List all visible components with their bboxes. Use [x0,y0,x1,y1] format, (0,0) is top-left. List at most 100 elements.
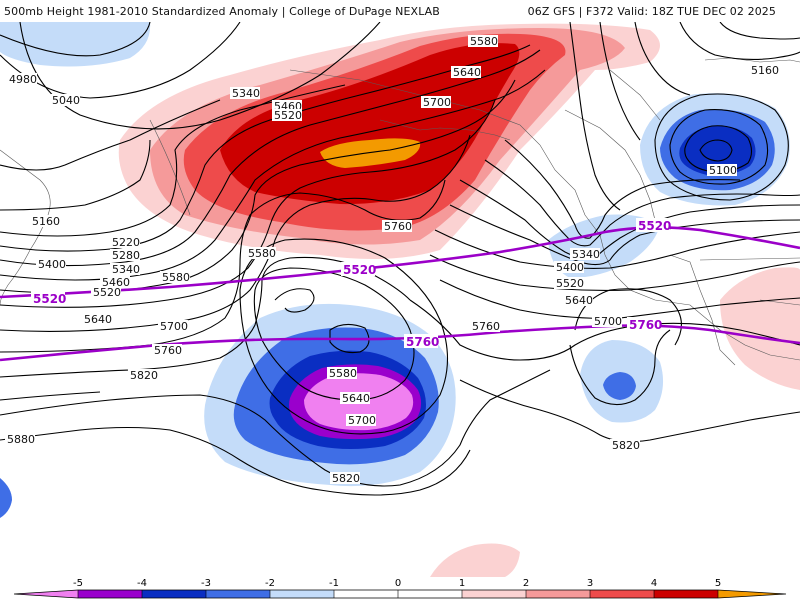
colorbar-tick-label: -1 [329,578,339,589]
svg-text:5640: 5640 [565,294,593,307]
contour-label: 5520 [91,286,121,299]
svg-text:5820: 5820 [612,439,640,452]
contour-label: 5640 [451,66,481,79]
climo-label: 5520 [636,218,671,233]
svg-text:5100: 5100 [709,164,737,177]
climo-label: 5520 [31,291,66,306]
contour-label: 5640 [563,294,593,307]
contour-label: 5700 [421,96,451,109]
climo-label: 5520 [341,262,376,277]
contour-label: 5580 [327,367,357,380]
anomaly-shading [0,22,800,577]
anomaly-negative-central-2 [603,372,636,400]
svg-text:5700: 5700 [348,414,376,427]
contour-label: 5760 [382,220,412,233]
contour-label: 5520 [554,277,584,290]
anomaly-negative-west-edge [0,478,12,518]
swatch-neg1 [270,590,334,598]
swatch-pos3 [590,590,654,598]
anomaly-map: 4980 5040 5160 5220 5280 5340 5400 5460 … [0,22,800,577]
svg-text:5760: 5760 [406,335,439,349]
anomaly-negative-ne-3 [679,125,756,176]
svg-text:5580: 5580 [470,35,498,48]
swatch-neg3 [142,590,206,598]
colorbar-tick-label: -3 [201,578,211,589]
contour-label: 5760 [470,320,500,333]
svg-text:5820: 5820 [332,472,360,485]
svg-text:5520: 5520 [343,263,376,277]
svg-text:5700: 5700 [423,96,451,109]
contour-labels: 4980 5040 5160 5220 5280 5340 5400 5460 … [5,35,779,485]
svg-text:5580: 5580 [162,271,190,284]
swatch-pos4 [654,590,718,598]
svg-text:5580: 5580 [329,367,357,380]
contour-label: 5580 [246,247,276,260]
colorbar-swatches [13,589,787,599]
svg-text:5340: 5340 [112,263,140,276]
contour-label: 5460 [100,276,130,289]
model-run-info: 06Z GFS | F372 Valid: 18Z TUE DEC 02 202… [527,5,776,18]
swatch-pos5 [718,590,786,598]
colorbar-tick-label: -5 [73,578,83,589]
svg-text:4980: 4980 [9,73,37,86]
svg-text:5520: 5520 [93,286,121,299]
colorbar-tick-label: 1 [459,578,465,589]
contour-label: 5760 [152,344,182,357]
contour-label: 5880 [5,433,35,446]
contour-label: 5700 [346,414,376,427]
svg-text:5640: 5640 [342,392,370,405]
contour-label: 5580 [468,35,498,48]
svg-text:5160: 5160 [751,64,779,77]
swatch-neg5 [14,590,78,598]
contour-label: 5700 [158,320,188,333]
svg-text:5760: 5760 [629,318,662,332]
svg-text:5220: 5220 [112,236,140,249]
contour-label: 5580 [160,271,190,284]
colorbar-tick-label: 5 [715,578,721,589]
contour-label: 5640 [340,392,370,405]
svg-text:5160: 5160 [32,215,60,228]
svg-text:5700: 5700 [594,315,622,328]
colorbar-tick-label: 4 [651,578,657,589]
svg-text:5040: 5040 [52,94,80,107]
anomaly-negative-nw [0,22,151,67]
colorbar-tick-label: 2 [523,578,529,589]
svg-text:5580: 5580 [248,247,276,260]
swatch-pos2 [526,590,590,598]
contour-label: 5160 [30,215,60,228]
contour-label: 5820 [330,472,360,485]
svg-text:5520: 5520 [33,292,66,306]
svg-text:5520: 5520 [556,277,584,290]
anomaly-positive-ridge-5 [320,138,421,168]
contour-label: 5160 [749,64,779,77]
contour-label: 5520 [272,109,302,122]
anomaly-positive-ridge-4 [220,43,520,205]
contour-label: 5100 [707,164,737,177]
anomaly-positive-se [720,267,800,390]
svg-text:5400: 5400 [556,261,584,274]
contour-label: 5340 [230,87,260,100]
contour-label: 5640 [82,313,112,326]
product-title: 500mb Height 1981-2010 Standardized Anom… [4,5,440,18]
contour-label: 5340 [570,248,600,261]
contour-label: 5820 [610,439,640,452]
swatch-neg4 [78,590,142,598]
swatch-pos1 [462,590,526,598]
svg-text:5640: 5640 [453,66,481,79]
svg-text:5640: 5640 [84,313,112,326]
svg-text:5520: 5520 [638,219,671,233]
colorbar-tick-label: 3 [587,578,593,589]
swatch-neg2 [206,590,270,598]
colorbar-tick-label: -2 [265,578,275,589]
colorbar: -5 -4 -3 -2 -1 0 1 2 3 4 5 [0,577,800,600]
svg-text:5820: 5820 [130,369,158,382]
svg-text:5460: 5460 [102,276,130,289]
contour-label: 5340 [110,263,140,276]
svg-text:5760: 5760 [384,220,412,233]
climo-label: 5760 [404,334,439,349]
climo-5520-line [0,226,800,299]
contour-label: 5400 [36,258,66,271]
colorbar-ticks: -5 -4 -3 -2 -1 0 1 2 3 4 5 [73,578,721,589]
svg-text:5280: 5280 [112,249,140,262]
svg-text:5340: 5340 [572,248,600,261]
